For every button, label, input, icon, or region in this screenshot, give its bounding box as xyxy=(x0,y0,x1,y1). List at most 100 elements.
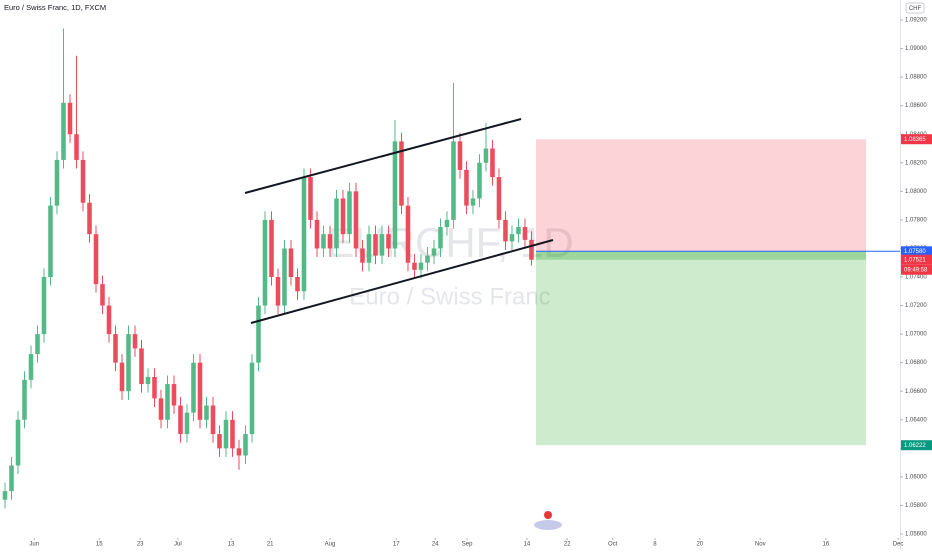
x-tick-label: Jun xyxy=(29,542,39,548)
candle-body xyxy=(451,141,456,220)
candle-body xyxy=(418,262,424,270)
candle-body xyxy=(295,276,300,292)
candle-body xyxy=(152,376,157,399)
candle-body xyxy=(87,202,92,235)
x-tick-label: 16 xyxy=(823,542,830,548)
candle-body xyxy=(483,148,489,163)
entry-label: 1.07580 xyxy=(904,249,926,255)
y-tick-label: 1.08800 xyxy=(905,75,927,81)
candle-body xyxy=(321,234,326,249)
candle-body xyxy=(113,334,118,363)
candle-body xyxy=(256,305,261,363)
chart-title: Euro / Swiss Franc, 1D, FXCM xyxy=(4,3,106,12)
candle-body xyxy=(288,248,294,277)
y-tick-label: 1.07400 xyxy=(905,275,927,281)
last-price-label: 1.07521 xyxy=(904,257,926,263)
currency[interactable]: CHF xyxy=(909,6,922,12)
candle-body xyxy=(41,276,47,335)
candle-body xyxy=(262,219,268,306)
candle-body xyxy=(48,205,53,277)
candle-body xyxy=(145,376,151,385)
candle-body xyxy=(509,234,515,242)
candle-body xyxy=(353,191,359,249)
candle-body xyxy=(197,362,203,420)
candle-body xyxy=(334,198,339,249)
axes: 1.092001.090001.088001.086001.084001.082… xyxy=(29,18,932,548)
x-tick-label: 20 xyxy=(696,542,703,548)
x-tick-label: 23 xyxy=(137,542,144,548)
candle-body xyxy=(269,219,274,277)
candle-body xyxy=(496,177,502,220)
candle-body xyxy=(217,434,222,449)
y-tick-label: 1.07000 xyxy=(905,332,927,338)
position-tool xyxy=(536,139,900,446)
candle-body xyxy=(15,419,21,466)
x-tick-label: 13 xyxy=(228,542,235,548)
candle-body xyxy=(392,141,398,249)
x-tick-label: 15 xyxy=(96,542,103,548)
y-tick-label: 1.09200 xyxy=(905,18,927,24)
entry-label-box xyxy=(901,246,932,257)
x-tick-label: 14 xyxy=(524,542,531,548)
candle-body xyxy=(379,234,385,256)
candle-body xyxy=(93,234,99,285)
last-price-band xyxy=(536,251,866,260)
candle-body xyxy=(308,177,313,220)
candle-body xyxy=(405,205,411,263)
y-tick-label: 1.08000 xyxy=(905,189,927,195)
candle-body xyxy=(184,412,190,435)
candle-body xyxy=(360,248,365,263)
candle-body xyxy=(126,334,131,392)
candle-body xyxy=(9,465,14,492)
y-tick-label: 1.05800 xyxy=(905,503,927,509)
currency-box[interactable] xyxy=(905,2,925,14)
candle-body xyxy=(464,169,469,206)
candle-body xyxy=(191,362,196,413)
candle-body xyxy=(236,448,242,456)
candle-body xyxy=(223,419,229,449)
candle-body xyxy=(230,419,235,449)
candle-body xyxy=(61,102,66,160)
target-label: 1.06222 xyxy=(904,443,926,449)
y-tick-label: 1.07200 xyxy=(905,303,927,309)
candle-body xyxy=(412,262,417,270)
candle-body xyxy=(438,227,443,249)
candle-body xyxy=(516,227,521,235)
candle-body xyxy=(457,141,463,170)
candle-body xyxy=(210,405,216,435)
candle-body xyxy=(386,234,391,249)
candle-body xyxy=(74,134,79,160)
x-tick-label: Sep xyxy=(462,542,473,548)
x-tick-label: 8 xyxy=(653,542,657,548)
candle-body xyxy=(249,362,255,435)
candle-body xyxy=(327,234,333,249)
y-tick-label: 1.06800 xyxy=(905,360,927,366)
candle-body xyxy=(80,159,86,203)
candle-body xyxy=(171,384,177,406)
x-tick-label: 17 xyxy=(393,542,400,548)
candle-body xyxy=(106,305,112,335)
candle-body xyxy=(373,234,378,256)
stop-label-box xyxy=(901,134,932,145)
candle-body xyxy=(431,248,437,256)
countdown-box xyxy=(901,264,932,275)
candle-body xyxy=(22,379,27,420)
candle-body xyxy=(366,234,372,263)
candle-body xyxy=(2,491,8,500)
candle-body xyxy=(529,239,534,260)
y-tick-label: 1.06000 xyxy=(905,474,927,480)
candle-body xyxy=(399,141,404,206)
candle-body xyxy=(347,191,352,235)
candle-body xyxy=(132,334,138,349)
candle-body xyxy=(444,219,450,228)
x-tick-label: 24 xyxy=(432,542,439,548)
y-tick-label: 1.08600 xyxy=(905,103,927,109)
candle-body xyxy=(301,177,307,292)
stop-label: 1.08365 xyxy=(904,137,926,143)
flag-icon xyxy=(534,511,562,530)
channel-upper xyxy=(244,118,522,194)
candle-body xyxy=(503,219,508,242)
candle-body xyxy=(54,159,60,206)
x-tick-label: Aug xyxy=(325,542,336,548)
target-label-box xyxy=(901,440,932,451)
